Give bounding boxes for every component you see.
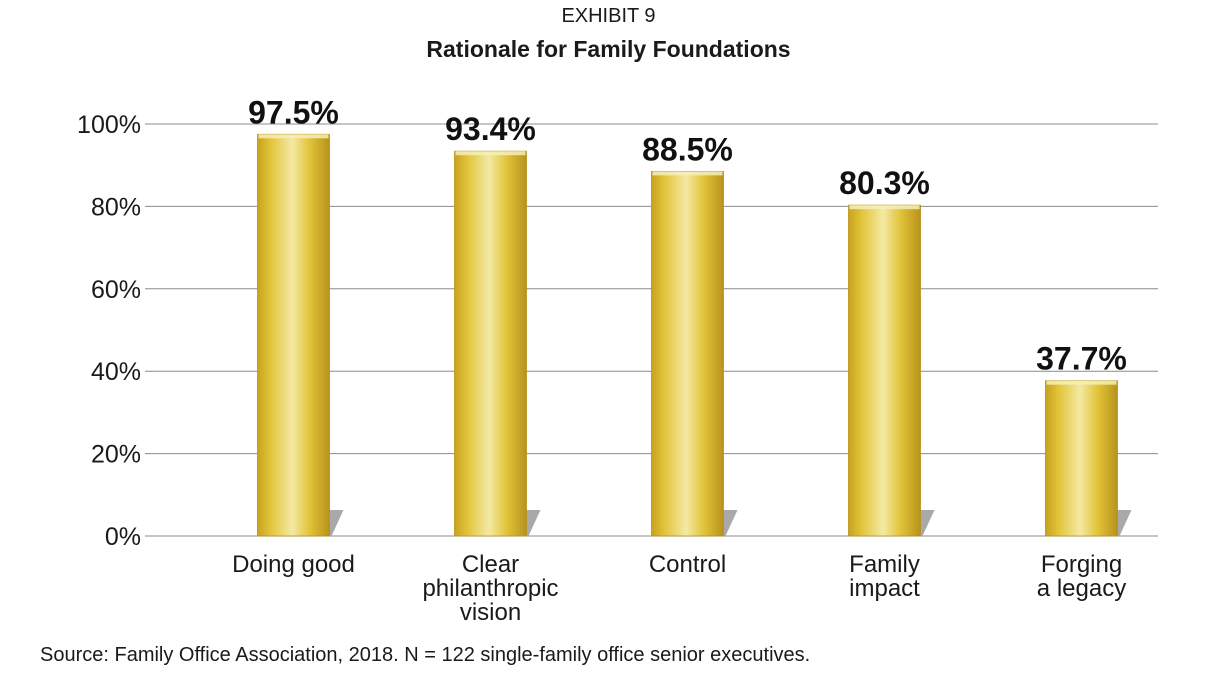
y-tick-label: 40%	[91, 358, 141, 386]
data-label: 97.5%	[248, 94, 339, 130]
source-note: Source: Family Office Association, 2018.…	[40, 644, 811, 666]
data-label: 93.4%	[445, 111, 536, 147]
bar	[848, 204, 921, 537]
category-label-line: Clear	[462, 551, 519, 578]
category-label-line: impact	[849, 575, 920, 602]
y-tick-label: 60%	[91, 276, 141, 304]
category-label-line: a legacy	[1037, 575, 1126, 602]
bar	[1045, 380, 1118, 537]
bar-top-cap	[652, 171, 723, 176]
category-label-line: philanthropic	[422, 575, 558, 602]
data-labels: 97.5% 93.4% 88.5% 80.3% 37.7%	[248, 94, 1127, 376]
y-tick-label: 100%	[77, 111, 141, 139]
x-axis-tick-labels: Doing good Clear philanthropic vision Contro…	[232, 551, 1126, 626]
category-label: Family impact	[849, 551, 920, 602]
bar	[257, 133, 330, 537]
bar	[651, 170, 724, 537]
exhibit-label: EXHIBIT 9	[561, 5, 656, 27]
data-label: 37.7%	[1036, 341, 1127, 377]
bar-top-cap	[455, 151, 526, 156]
data-label: 80.3%	[839, 165, 930, 201]
bar-top-cap	[258, 134, 329, 139]
category-label-line: Family	[849, 551, 920, 578]
bar-top-cap	[849, 205, 920, 210]
category-label: Control	[649, 551, 726, 578]
y-tick-label: 0%	[105, 523, 141, 551]
category-label: Doing good	[232, 551, 355, 578]
bar-shadow	[1117, 510, 1132, 536]
bar-shadow	[329, 510, 344, 536]
category-label: Forging a legacy	[1037, 551, 1126, 602]
bar	[454, 150, 527, 537]
chart-title: Rationale for Family Foundations	[426, 36, 791, 62]
category-label: Clear philanthropic vision	[422, 551, 558, 626]
bar-shadow	[526, 510, 541, 536]
y-tick-label: 20%	[91, 441, 141, 469]
y-tick-label: 80%	[91, 193, 141, 221]
data-label: 88.5%	[642, 131, 733, 167]
category-label-line: Control	[649, 551, 726, 578]
category-label-line: vision	[460, 599, 521, 626]
category-label-line: Forging	[1041, 551, 1122, 578]
category-label-line: Doing good	[232, 551, 355, 578]
bars	[257, 133, 1132, 537]
y-axis-tick-labels: 0% 20% 40% 60% 80% 100%	[77, 111, 141, 551]
bar-shadow	[920, 510, 935, 536]
bar-top-cap	[1046, 380, 1117, 385]
bar-shadow	[723, 510, 738, 536]
